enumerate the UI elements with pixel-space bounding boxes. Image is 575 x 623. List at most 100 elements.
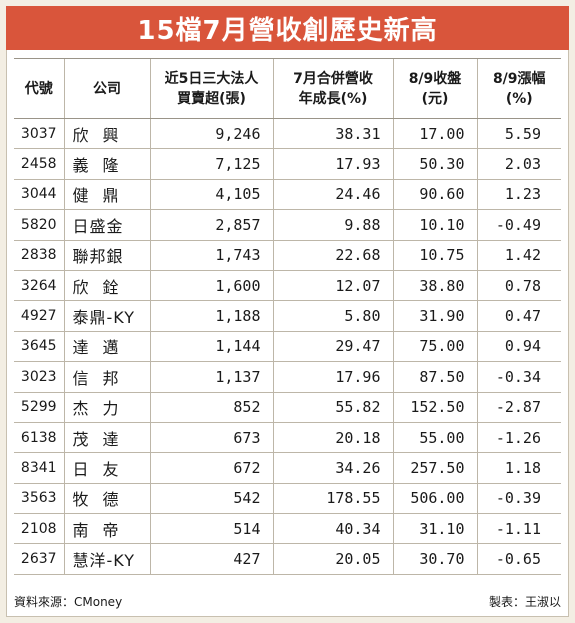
cell-revenue-growth: 29.47: [272, 331, 393, 363]
header-code: 代號: [14, 58, 64, 119]
cell-code: 5820: [14, 209, 64, 241]
cell-institutional: 852: [149, 392, 273, 423]
table-row: 6138 茂達 673 20.18 55.00 -1.26: [14, 422, 561, 454]
cell-code: 6138: [14, 422, 64, 454]
cell-institutional: 673: [149, 422, 273, 454]
cell-change: 0.94: [476, 331, 561, 363]
cell-revenue-growth: 9.88: [272, 209, 393, 241]
cell-institutional: 1,137: [149, 361, 273, 393]
cell-code: 4927: [14, 300, 64, 332]
cell-revenue-growth: 5.80: [272, 300, 393, 332]
table-row: 2108 南帝 514 40.34 31.10 -1.11: [14, 513, 561, 545]
footer: 資料來源：CMoney 製表：王淑以: [14, 590, 561, 612]
cell-code: 3044: [14, 179, 64, 211]
page-title: 15檔7月營收創歷史新高: [6, 6, 569, 50]
cell-close: 10.10: [392, 209, 477, 241]
cell-revenue-growth: 17.93: [272, 148, 393, 180]
cell-revenue-growth: 178.55: [272, 483, 393, 515]
table-row: 3044 健鼎 4,105 24.46 90.60 1.23: [14, 179, 561, 211]
table-row: 4927 泰鼎-KY 1,188 5.80 31.90 0.47: [14, 300, 561, 332]
cell-company: 健鼎: [63, 179, 150, 211]
cell-change: 0.78: [476, 270, 561, 302]
cell-code: 8341: [14, 452, 64, 484]
cell-close: 30.70: [392, 543, 477, 575]
cell-company: 欣銓: [63, 270, 150, 302]
cell-code: 3023: [14, 361, 64, 393]
cell-company: 達邁: [63, 331, 150, 363]
cell-code: 2458: [14, 148, 64, 180]
cell-company: 南帝: [63, 513, 150, 545]
header-row: 代號 公司 近5日三大法人 買賣超(張) 7月合併營收 年成長(%) 8/9收盤 (元…: [14, 58, 561, 119]
cell-company: 杰力: [63, 392, 150, 423]
cell-company: 日友: [63, 452, 150, 484]
cell-change: -1.26: [476, 422, 561, 454]
cell-close: 75.00: [392, 331, 477, 363]
cell-revenue-growth: 20.18: [272, 422, 393, 454]
revenue-table: 代號 公司 近5日三大法人 買賣超(張) 7月合併營收 年成長(%) 8/9收盤 (元…: [14, 58, 561, 575]
table-row: 8341 日友 672 34.26 257.50 1.18: [14, 452, 561, 484]
header-change: 8/9漲幅 (%): [476, 58, 561, 119]
cell-revenue-growth: 24.46: [272, 179, 393, 211]
cell-institutional: 542: [149, 483, 273, 515]
header-revenue-growth: 7月合併營收 年成長(%): [272, 58, 393, 119]
cell-institutional: 514: [149, 513, 273, 545]
cell-code: 3645: [14, 331, 64, 363]
cell-company: 慧洋-KY: [63, 543, 150, 575]
cell-company: 泰鼎-KY: [63, 300, 150, 332]
cell-revenue-growth: 22.68: [272, 240, 393, 271]
cell-company: 欣興: [63, 118, 150, 150]
table-row: 3264 欣銓 1,600 12.07 38.80 0.78: [14, 270, 561, 302]
table-row: 5299 杰力 852 55.82 152.50 -2.87: [14, 392, 561, 423]
cell-close: 31.90: [392, 300, 477, 332]
cell-institutional: 4,105: [149, 179, 273, 211]
cell-close: 257.50: [392, 452, 477, 484]
cell-close: 87.50: [392, 361, 477, 393]
cell-company: 牧德: [63, 483, 150, 515]
header-company: 公司: [63, 58, 150, 119]
cell-change: -0.65: [476, 543, 561, 575]
cell-institutional: 1,600: [149, 270, 273, 302]
cell-company: 信邦: [63, 361, 150, 393]
cell-institutional: 9,246: [149, 118, 273, 150]
cell-code: 2838: [14, 240, 64, 271]
table-row: 3645 達邁 1,144 29.47 75.00 0.94: [14, 331, 561, 363]
cell-company: 義隆: [63, 148, 150, 180]
cell-change: -2.87: [476, 392, 561, 423]
cell-close: 90.60: [392, 179, 477, 211]
cell-close: 152.50: [392, 392, 477, 423]
cell-company: 日盛金: [63, 209, 150, 241]
cell-close: 31.10: [392, 513, 477, 545]
cell-close: 50.30: [392, 148, 477, 180]
cell-institutional: 1,743: [149, 240, 273, 271]
table-row: 3037 欣興 9,246 38.31 17.00 5.59: [14, 118, 561, 150]
cell-revenue-growth: 17.96: [272, 361, 393, 393]
cell-change: 2.03: [476, 148, 561, 180]
cell-change: -0.34: [476, 361, 561, 393]
maker-note: 製表：王淑以: [488, 594, 561, 609]
cell-change: 1.18: [476, 452, 561, 484]
cell-code: 2637: [14, 543, 64, 575]
cell-change: 0.47: [476, 300, 561, 332]
cell-close: 10.75: [392, 240, 477, 271]
table-row: 5820 日盛金 2,857 9.88 10.10 -0.49: [14, 209, 561, 241]
table-row: 2637 慧洋-KY 427 20.05 30.70 -0.65: [14, 543, 561, 575]
cell-revenue-growth: 34.26: [272, 452, 393, 484]
cell-change: -0.49: [476, 209, 561, 241]
table-row: 3563 牧德 542 178.55 506.00 -0.39: [14, 483, 561, 515]
cell-revenue-growth: 40.34: [272, 513, 393, 545]
cell-change: 1.42: [476, 240, 561, 271]
cell-code: 2108: [14, 513, 64, 545]
cell-change: 1.23: [476, 179, 561, 211]
cell-revenue-growth: 55.82: [272, 392, 393, 423]
header-close: 8/9收盤 (元): [392, 58, 477, 119]
cell-revenue-growth: 38.31: [272, 118, 393, 150]
table-row: 3023 信邦 1,137 17.96 87.50 -0.34: [14, 361, 561, 393]
cell-institutional: 672: [149, 452, 273, 484]
table-row: 2458 義隆 7,125 17.93 50.30 2.03: [14, 148, 561, 180]
cell-change: 5.59: [476, 118, 561, 150]
cell-close: 506.00: [392, 483, 477, 515]
cell-close: 55.00: [392, 422, 477, 454]
cell-change: -0.39: [476, 483, 561, 515]
table-row: 2838 聯邦銀 1,743 22.68 10.75 1.42: [14, 240, 561, 271]
cell-close: 17.00: [392, 118, 477, 150]
